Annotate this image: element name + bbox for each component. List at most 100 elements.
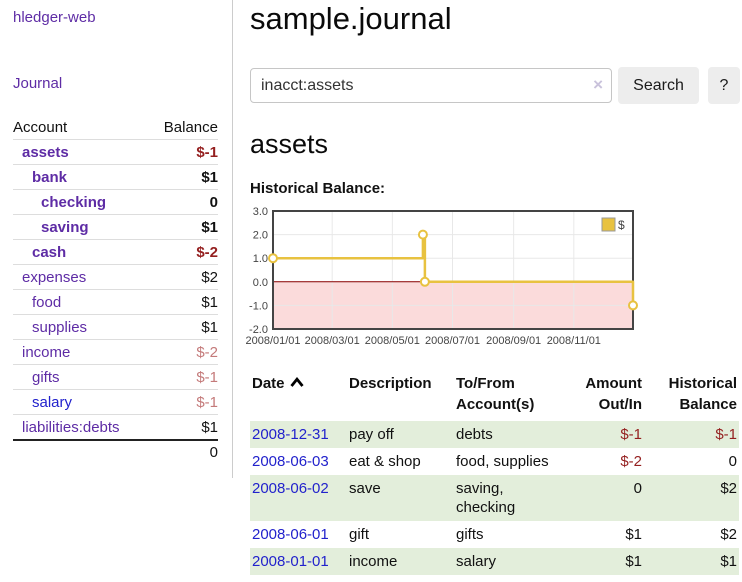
account-row-liabilities-debts: liabilities:debts $1: [13, 414, 218, 441]
balance-column-header: Historical Balance: [668, 375, 737, 413]
account-link-bank[interactable]: bank: [32, 169, 68, 186]
historical-balance-chart: $3.0 2.0 1.0 0.0 -1.0 -2.0 2008/01/01 2008/03/0…: [245, 206, 740, 358]
svg-text:2008/05/01: 2008/05/01: [365, 335, 420, 347]
transaction-balance: 0: [728, 453, 737, 470]
clear-search-icon[interactable]: ×: [593, 75, 603, 94]
account-column-header: Account: [13, 115, 149, 140]
accounts-column-header: To/From Account(s): [456, 375, 535, 413]
svg-text:-2.0: -2.0: [249, 324, 268, 336]
account-balance: $-1: [148, 389, 218, 415]
accounts-table: Account Balance assets $-1 bank $1 check…: [13, 115, 218, 464]
date-column-header[interactable]: Date: [250, 371, 347, 421]
transaction-description: save: [349, 480, 381, 497]
svg-text:2.0: 2.0: [253, 230, 268, 242]
brand-link[interactable]: hledger-web: [13, 9, 96, 26]
main-content: sample.journal × Search ? assets Histori…: [233, 0, 742, 575]
register-table: Date Description To/From Account(s) Amou…: [250, 371, 739, 575]
transaction-balance: $-1: [715, 426, 737, 443]
transaction-amount: $1: [625, 553, 642, 570]
account-balance: $1: [148, 164, 218, 190]
account-row-gifts: gifts $-1: [13, 364, 218, 390]
transaction-accounts: debts: [456, 426, 493, 443]
transaction-accounts: food, supplies: [456, 453, 549, 470]
transaction-amount: $-2: [620, 453, 642, 470]
transaction-description: gift: [349, 526, 370, 543]
transaction-date-link[interactable]: 2008-06-02: [252, 480, 329, 497]
transaction-accounts: salary: [456, 553, 497, 570]
accounts-total-balance: 0: [209, 444, 218, 461]
svg-text:-1.0: -1.0: [249, 300, 268, 312]
svg-text:0.0: 0.0: [253, 277, 268, 289]
account-balance: $-1: [148, 139, 218, 165]
svg-text:2008/03/01: 2008/03/01: [305, 335, 360, 347]
account-link-gifts[interactable]: gifts: [32, 369, 60, 386]
description-column-header: Description: [349, 375, 432, 392]
account-balance: $-1: [148, 364, 218, 390]
register-row: 2008-06-01 gift gifts $1 $2: [250, 521, 739, 548]
account-balance: 0: [148, 189, 218, 215]
svg-text:2008/07/01: 2008/07/01: [425, 335, 480, 347]
account-heading: assets: [250, 129, 329, 159]
account-link-food[interactable]: food: [32, 294, 62, 311]
account-balance: $2: [148, 264, 218, 290]
account-row-saving: saving $1: [13, 214, 218, 240]
account-row-food: food $1: [13, 289, 218, 315]
svg-text:2008/09/01: 2008/09/01: [486, 335, 541, 347]
account-row-checking: checking 0: [13, 189, 218, 215]
register-row: 2008-01-01 income salary $1 $1: [250, 548, 739, 575]
account-link-assets[interactable]: assets: [22, 144, 69, 161]
account-link-income[interactable]: income: [22, 344, 71, 361]
account-row-bank: bank $1: [13, 164, 218, 190]
transaction-description: income: [349, 553, 398, 570]
account-link-expenses[interactable]: expenses: [22, 269, 87, 286]
account-balance: $-2: [148, 339, 218, 365]
transaction-description: pay off: [349, 426, 394, 443]
accounts-table-header: Account Balance: [13, 115, 218, 140]
register-header-row: Date Description To/From Account(s) Amou…: [250, 371, 739, 421]
help-button[interactable]: ?: [708, 67, 740, 104]
transaction-amount: 0: [633, 480, 642, 497]
account-row-salary: salary $-1: [13, 389, 218, 415]
svg-text:3.0: 3.0: [253, 206, 268, 218]
svg-text:$: $: [618, 218, 625, 232]
svg-text:2008/01/01: 2008/01/01: [245, 335, 300, 347]
chart-title: Historical Balance:: [250, 180, 386, 197]
account-row-income: income $-2: [13, 339, 218, 365]
account-link-checking[interactable]: checking: [41, 194, 107, 211]
svg-text:1.0: 1.0: [253, 253, 268, 265]
register-row: 2008-06-02 save saving, checking 0 $2: [250, 475, 739, 521]
transaction-balance: $2: [720, 480, 737, 497]
transaction-accounts: saving, checking: [456, 480, 516, 516]
account-row-supplies: supplies $1: [13, 314, 218, 340]
account-link-cash[interactable]: cash: [32, 244, 67, 261]
sort-asc-icon: [289, 376, 304, 387]
account-row-assets: assets $-1: [13, 139, 218, 165]
account-link-liabilities-debts[interactable]: liabilities:debts: [22, 419, 120, 436]
transaction-amount: $-1: [620, 426, 642, 443]
sidebar-item-journal[interactable]: Journal: [13, 75, 63, 92]
sidebar: hledger-web Journal Account Balance asse…: [0, 0, 233, 478]
register-row: 2008-06-03 eat & shop food, supplies $-2…: [250, 448, 739, 475]
account-link-salary[interactable]: salary: [32, 394, 73, 411]
transaction-date-link[interactable]: 2008-01-01: [252, 553, 329, 570]
transaction-date-link[interactable]: 2008-06-03: [252, 453, 329, 470]
transaction-description: eat & shop: [349, 453, 421, 470]
transaction-balance: $1: [720, 553, 737, 570]
account-balance: $1: [148, 214, 218, 240]
account-link-supplies[interactable]: supplies: [32, 319, 88, 336]
register-row: 2008-12-31 pay off debts $-1 $-1: [250, 421, 739, 448]
account-balance: $1: [148, 314, 218, 340]
amount-column-header: Amount Out/In: [585, 375, 642, 413]
search-button[interactable]: Search: [618, 67, 699, 104]
transaction-date-link[interactable]: 2008-12-31: [252, 426, 329, 443]
account-balance: $1: [148, 289, 218, 315]
transaction-accounts: gifts: [456, 526, 484, 543]
account-balance: $-2: [148, 239, 218, 265]
search-bar: × Search ?: [250, 67, 740, 104]
account-balance: $1: [148, 414, 218, 441]
transaction-date-link[interactable]: 2008-06-01: [252, 526, 329, 543]
transaction-amount: $1: [625, 526, 642, 543]
account-link-saving[interactable]: saving: [41, 219, 89, 236]
search-input[interactable]: [250, 68, 612, 103]
